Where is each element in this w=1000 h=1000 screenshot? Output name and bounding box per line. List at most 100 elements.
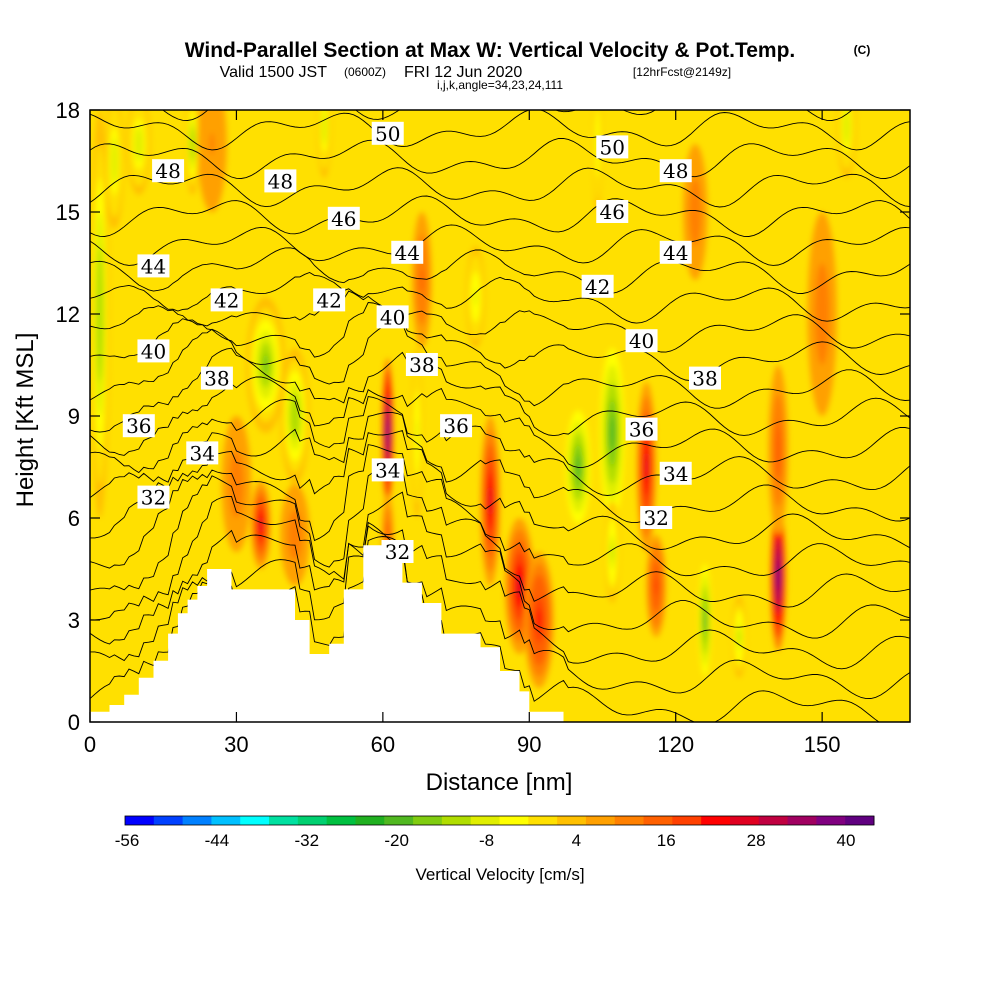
contour-label: 50 [371,121,404,146]
contour-label-box [371,121,404,145]
colorbar-tick-label: 16 [657,831,676,850]
contour-label: 38 [689,366,721,391]
velocity-cell [262,353,269,377]
contour-label-box [152,159,185,183]
contour-label: 48 [264,169,297,193]
velocity-cell [386,420,389,446]
theta-contour-line [90,491,910,639]
contour-label-text: 38 [692,367,717,391]
contour-label-box [122,414,155,438]
contour-label: 40 [376,305,409,329]
theta-contour-line [90,224,910,266]
colorbar-swatch [557,816,587,825]
x-tick-label: 120 [657,732,694,757]
colorbar-tick-label: -56 [115,831,140,850]
theta-contour-line [90,290,910,353]
contour-label-text: 42 [585,275,610,299]
velocity-cell [323,118,326,136]
theta-contour-line [90,444,910,577]
colorbar-swatch [441,816,472,825]
contour-label-text: 50 [375,122,400,146]
velocity-cell [420,268,424,292]
x-axis-ticks: 0 30 60 90 120 150 [84,110,841,757]
colorbar-tick-label: -8 [479,831,494,850]
chart-title: Wind-Parallel Section at Max W: Vertical… [185,39,796,62]
y-axis-label: Height [Kft MSL] [12,333,39,508]
colorbar-frame [124,815,875,826]
colorbar-swatch [672,816,702,825]
y-tick-label: 15 [56,200,80,225]
contour-label-box [186,441,219,465]
valid-date: FRI 12 Jun 2020 [404,64,522,81]
theta-contour-line [90,137,910,179]
contour-label: 42 [210,288,243,312]
contour-label-box [371,458,404,482]
contour-label-box [596,200,629,223]
colorbar-swatch [326,816,356,825]
contour-label: 44 [391,240,424,265]
contour-label-box [659,240,692,264]
theta-contour-line [90,412,910,524]
contour-label: 34 [371,458,404,482]
velocity-cell [416,418,418,448]
x-tick-label: 150 [804,732,841,757]
theta-contour-line [90,525,910,670]
contour-label: 38 [200,366,233,391]
velocity-cell [292,404,298,428]
x-tick-label: 90 [517,732,541,757]
contour-label-box [391,240,424,264]
contour-label-text: 40 [380,305,405,329]
velocity-cell [611,543,614,561]
contour-label: 46 [596,200,629,224]
forecast-info: [12hrFcst@2149z] [633,65,731,79]
colorbar-ticks: -56 -44 -32 -20 -8 4 16 28 40 [115,831,856,850]
velocity-cell [844,118,849,136]
contour-label-box [440,414,473,438]
colorbar-tick-label: 40 [837,831,856,850]
colorbar-swatch [499,816,529,825]
contour-label: 32 [381,540,414,564]
contour-label: 38 [405,353,438,377]
velocity-cell [536,608,542,632]
theta-contour-line [90,247,910,294]
terrain [90,545,564,722]
colorbar-swatch [384,816,414,825]
contour-label: 36 [625,417,658,442]
contour-label-box [581,274,614,298]
contour-label-text: 48 [268,169,293,193]
theta-contour-line [90,466,910,608]
velocity-cell [259,517,263,533]
colorbar-swatch [240,816,270,825]
colorbar-swatch [470,816,500,825]
contour-label-text: 38 [204,367,229,391]
velocity-cell [819,297,825,331]
contour-label-box [640,506,673,529]
contour-label-box [210,288,243,312]
colorbar-tick-label: 28 [747,831,766,850]
theta-contour-line [90,347,910,437]
velocity-cell [644,452,649,482]
velocity-cell [136,135,141,153]
colorbar-tick-label: -44 [205,831,230,850]
contour-label-box [625,329,658,353]
contour-label-text: 48 [663,159,688,183]
theta-contour-line [90,322,910,409]
contour-label: 36 [440,414,473,438]
theta-contour-line [90,167,910,208]
contour-label-text: 36 [629,418,654,442]
colorbar-swatch [729,816,760,825]
theta-contours [90,110,910,722]
contour-label-text: 44 [395,241,420,265]
theta-contour-line [90,429,910,550]
y-tick-label: 6 [68,506,80,531]
colorbar-swatch [787,816,817,825]
contour-label-text: 48 [155,159,180,183]
contour-label-text: 40 [629,329,654,353]
contour-label-box [659,159,692,183]
x-tick-label: 60 [371,732,395,757]
contour-label: 48 [659,159,692,183]
y-tick-label: 0 [68,710,80,735]
